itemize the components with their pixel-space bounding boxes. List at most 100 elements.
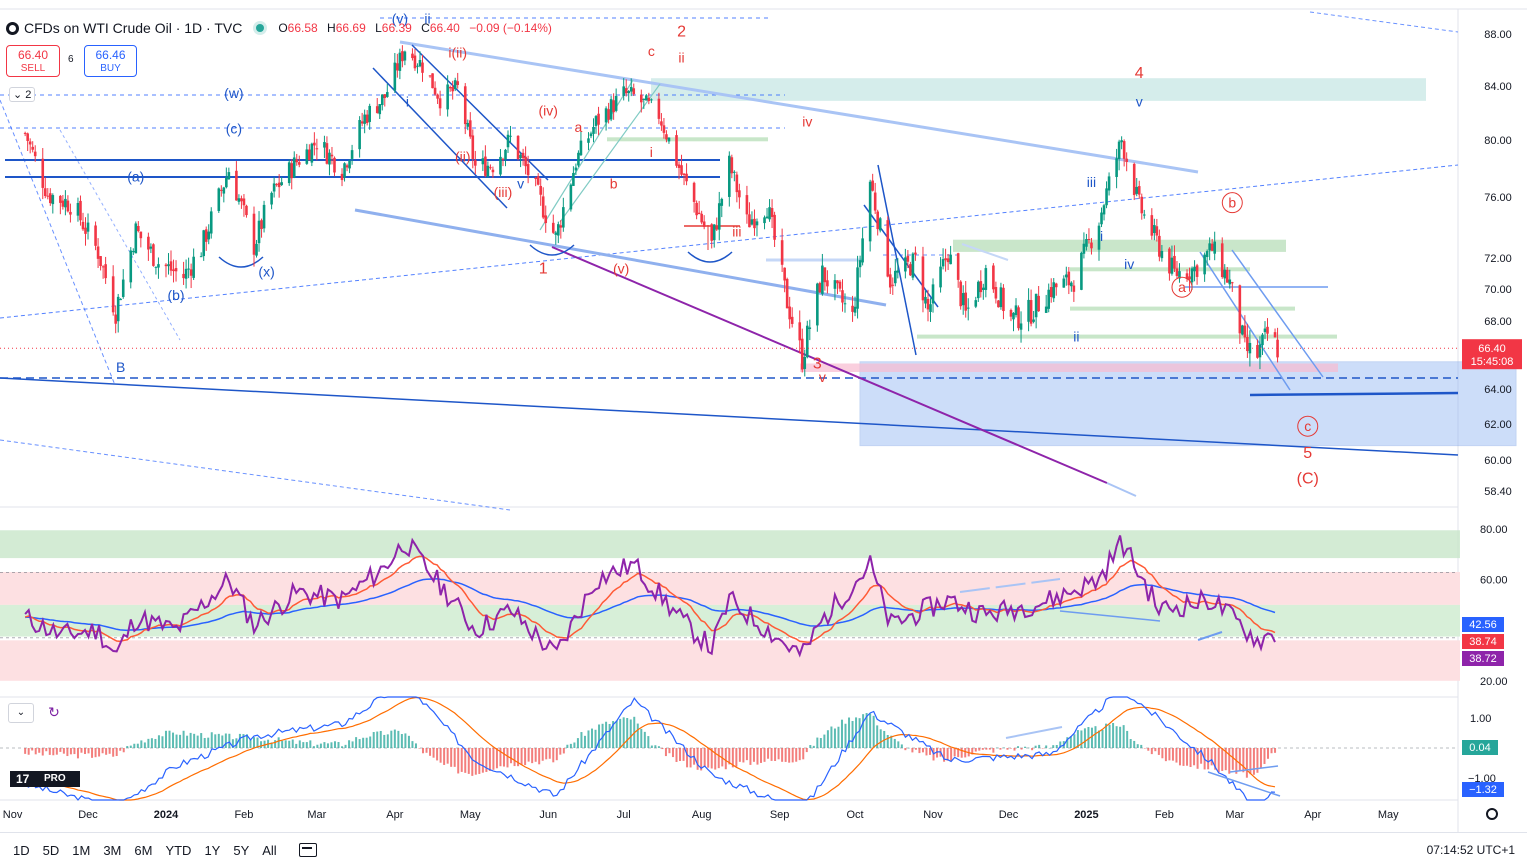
candle bbox=[1125, 152, 1128, 172]
wave-label: b bbox=[1228, 195, 1236, 211]
candle bbox=[287, 159, 291, 186]
timeframe-3m-button[interactable]: 3M bbox=[103, 842, 122, 858]
candle bbox=[768, 199, 771, 222]
wave-label: a bbox=[575, 119, 583, 135]
candle bbox=[116, 293, 120, 333]
candle bbox=[1027, 288, 1030, 332]
candle bbox=[1070, 281, 1073, 292]
price-tick-label: 84.00 bbox=[1484, 81, 1512, 93]
candle bbox=[315, 138, 319, 161]
candle bbox=[446, 75, 449, 117]
wave-label: 2 bbox=[677, 24, 686, 41]
candle bbox=[785, 277, 789, 309]
candle bbox=[763, 215, 766, 230]
candle bbox=[647, 92, 651, 105]
wave-label: 3 bbox=[813, 356, 822, 373]
price-tick-label: 88.00 bbox=[1484, 29, 1512, 41]
timeframe-5y-button[interactable]: 5Y bbox=[233, 842, 250, 858]
candle bbox=[501, 157, 505, 167]
candle bbox=[1276, 327, 1279, 363]
ohlc-legend: O66.58 H66.69 L66.39 C66.40 −0.09 (−0.14… bbox=[278, 21, 552, 35]
calendar-icon[interactable] bbox=[298, 843, 317, 857]
candle bbox=[348, 159, 351, 174]
candle bbox=[491, 166, 495, 178]
collapse-pane-button[interactable]: ⌄ bbox=[8, 703, 34, 723]
candle bbox=[368, 103, 371, 130]
candle bbox=[1032, 310, 1035, 324]
gear-icon[interactable] bbox=[1486, 808, 1498, 820]
candle bbox=[43, 177, 47, 199]
candle bbox=[484, 145, 487, 178]
candle bbox=[26, 132, 29, 151]
candle bbox=[111, 265, 115, 316]
symbol-title[interactable]: CFDs on WTI Crude Oil · 1D · TVC bbox=[24, 20, 243, 36]
candle bbox=[800, 328, 804, 373]
candle bbox=[1230, 281, 1234, 292]
candle bbox=[222, 186, 226, 203]
candle bbox=[675, 130, 678, 168]
rsi-tick-label: 20.00 bbox=[1480, 676, 1508, 688]
candle bbox=[1115, 148, 1118, 189]
candle bbox=[149, 243, 153, 254]
candle bbox=[262, 200, 266, 233]
candle bbox=[526, 155, 530, 184]
candle bbox=[360, 112, 364, 127]
candle bbox=[695, 200, 698, 220]
candle bbox=[868, 179, 872, 252]
rsi-value-label: 42.56 bbox=[1469, 619, 1497, 631]
time-axis[interactable]: Nov Dec 2024 Feb Mar Apr May Jun Jul Aug Sep Oct Nov… bbox=[3, 809, 1399, 821]
candle bbox=[1082, 232, 1086, 259]
price-axis[interactable]: 88.00 84.00 80.00 76.00 72.00 70.00 68.00 64.00… bbox=[1484, 29, 1512, 498]
candle bbox=[1105, 181, 1108, 209]
timeframe-ytd-button[interactable]: YTD bbox=[165, 842, 192, 858]
candle bbox=[733, 170, 736, 182]
green-band bbox=[1070, 306, 1295, 311]
wave-label: v bbox=[1136, 93, 1143, 109]
candle bbox=[838, 279, 842, 292]
candle bbox=[456, 72, 460, 89]
candle bbox=[217, 187, 221, 213]
candle bbox=[59, 195, 62, 215]
chart-canvas[interactable]: (v) ii(w)(c)(a)(x)(b)Bi(ii)(iv)(ii)(iii)i… bbox=[0, 0, 1527, 832]
candle bbox=[1263, 321, 1267, 340]
wave-label: (x) bbox=[258, 264, 274, 280]
candle bbox=[152, 243, 155, 267]
candle bbox=[1188, 267, 1191, 292]
candle bbox=[1225, 266, 1229, 283]
candle bbox=[220, 185, 223, 197]
buy-button[interactable]: 66.46 BUY bbox=[84, 45, 137, 77]
candle bbox=[1248, 330, 1252, 367]
timeframe-5d-button[interactable]: 5D bbox=[42, 842, 60, 858]
candle bbox=[481, 150, 485, 172]
candle bbox=[46, 188, 50, 200]
timeframe-1m-button[interactable]: 1M bbox=[72, 842, 91, 858]
candle bbox=[403, 50, 407, 66]
candle bbox=[770, 199, 774, 229]
candle bbox=[539, 178, 543, 206]
candle bbox=[904, 248, 907, 279]
candle bbox=[657, 92, 661, 125]
candle bbox=[893, 258, 897, 287]
timeframe-all-button[interactable]: All bbox=[262, 842, 277, 858]
candle bbox=[519, 152, 522, 168]
wave-degree-selector[interactable]: ⌄ 2 bbox=[9, 87, 36, 102]
candle bbox=[365, 110, 369, 126]
candle bbox=[28, 138, 32, 154]
candle bbox=[416, 63, 419, 74]
candle bbox=[773, 211, 776, 247]
candle bbox=[453, 77, 457, 92]
candle bbox=[157, 257, 160, 279]
sell-button[interactable]: 66.40 SELL bbox=[6, 45, 60, 77]
timeframe-6m-button[interactable]: 6M bbox=[134, 842, 153, 858]
candle bbox=[431, 73, 434, 89]
candle bbox=[76, 197, 80, 222]
timeframe-1d-button[interactable]: 1D bbox=[13, 842, 30, 858]
candle bbox=[946, 254, 950, 271]
timeframe-1y-button[interactable]: 1Y bbox=[204, 842, 221, 858]
candle bbox=[632, 83, 636, 97]
candle bbox=[589, 131, 593, 139]
candle bbox=[280, 177, 283, 187]
refresh-indicator-button[interactable]: ↻ bbox=[42, 703, 66, 721]
clock[interactable]: 07:14:52 UTC+1 bbox=[1426, 843, 1515, 857]
wave-label: (iii) bbox=[494, 184, 513, 200]
